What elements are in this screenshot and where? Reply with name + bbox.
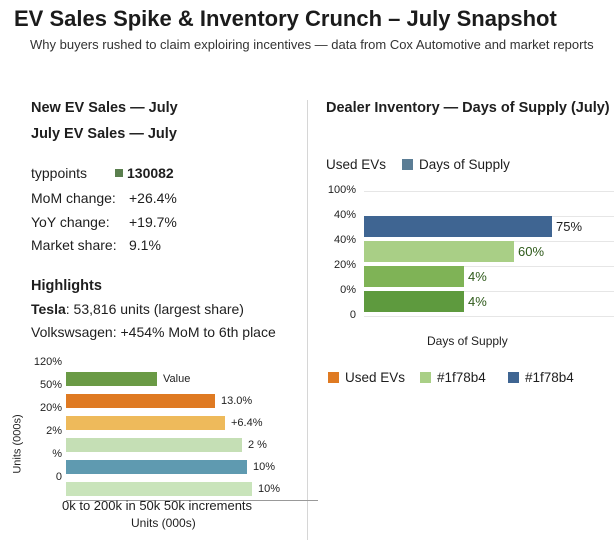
legend-label: Days of Supply xyxy=(419,157,510,172)
days-supply-bar-chart: Used EVs Days of Supply 100% 40% 40% 20% 0% 0 75… xyxy=(310,150,614,390)
y-tick-label: 0% xyxy=(340,284,356,296)
bar-value-label: 4% xyxy=(468,294,487,309)
legend-swatch xyxy=(420,372,431,383)
bar-value-label: 13.0% xyxy=(221,395,253,407)
x-axis-caption: 0k to 200k in 50k 50k increments xyxy=(62,498,253,513)
y-tick-label: 50% xyxy=(39,379,62,391)
bar-mark xyxy=(66,438,242,452)
bar-mark xyxy=(364,241,514,262)
y-tick-label: 40% xyxy=(333,234,356,246)
bar-mark xyxy=(66,394,215,408)
grid-line xyxy=(364,266,614,267)
legend-swatch xyxy=(508,372,519,383)
legend-swatch xyxy=(402,159,414,170)
legend-item: #1f78b4 xyxy=(420,370,486,385)
stat-label: MoM change: xyxy=(31,190,116,206)
page-title: EV Sales Spike & Inventory Crunch – July… xyxy=(14,6,557,31)
bar-value-label: +6.4% xyxy=(231,417,263,429)
legend-label: Used EVs xyxy=(345,370,406,385)
legend-label: Used EVs xyxy=(326,157,387,172)
y-tick-label: 2% xyxy=(46,425,62,437)
page-subtitle: Why buyers rushed to claim exploiring in… xyxy=(30,37,594,52)
y-tick-label: 0 xyxy=(55,471,62,483)
legend-item: Used EVs xyxy=(328,370,405,385)
legend-item: #1f78b4 xyxy=(508,370,574,385)
stat-row-mom: MoM change: +26.4% xyxy=(31,190,291,208)
bar-value-label: 75% xyxy=(556,219,583,234)
column-divider xyxy=(307,100,308,540)
highlight-text: Volkswsagen: +454% MoM to 6th place xyxy=(31,324,276,340)
dealer-inventory-title: Dealer Inventory — Days of Supply (July) xyxy=(326,100,610,116)
y-tick-label: 0 xyxy=(349,309,356,321)
bar-value-label: 2 % xyxy=(248,439,267,451)
y-tick-label: % xyxy=(52,448,62,460)
legend-label: #1f78b4 xyxy=(525,370,574,385)
highlight-text: : 53,816 units (largest share) xyxy=(65,301,244,317)
stat-label: YoY change: xyxy=(31,214,110,230)
y-tick-label: 100% xyxy=(327,184,356,196)
x-axis-label: Days of Supply xyxy=(427,334,508,348)
new-ev-sales-title: New EV Sales — July xyxy=(31,100,178,116)
stat-value: 130082 xyxy=(127,165,174,181)
y-tick-label: 20% xyxy=(39,402,62,414)
stat-value: +26.4% xyxy=(129,190,177,206)
legend-swatch xyxy=(328,372,339,383)
y-tick-label: 40% xyxy=(333,209,356,221)
units-bar-chart: 120% 50% 20% 2%% 0 Units (000s) Value 13.0% +6.4… xyxy=(0,352,318,542)
legend-label: #1f78b4 xyxy=(437,370,486,385)
y-axis-label: Units (000s) xyxy=(11,414,24,474)
bar-value-label: 60% xyxy=(518,244,545,259)
highlight-item: Tesla: 53,816 units (largest share) xyxy=(31,301,244,317)
stat-label: typpoints xyxy=(31,165,88,181)
stat-row-yoy: YoY change: +19.7% xyxy=(31,214,291,232)
highlight-item: Volkswsagen: +454% MoM to 6th place xyxy=(31,324,276,340)
grid-line xyxy=(364,291,614,292)
july-ev-sales-title: July EV Sales — July xyxy=(31,126,177,142)
highlight-bold: Tesla xyxy=(31,301,66,317)
stat-value: 9.1% xyxy=(129,237,161,253)
stat-row-total: typpoints 130082 xyxy=(31,165,291,183)
grid-line xyxy=(364,191,614,192)
stat-label: Market share: xyxy=(31,237,117,253)
green-square-icon xyxy=(115,169,123,177)
bar-mark xyxy=(66,482,252,496)
top-legend: Used EVs Days of Supply xyxy=(326,157,526,172)
stat-value: +19.7% xyxy=(129,214,177,230)
grid-line xyxy=(364,316,614,317)
bar-value-label: 10% xyxy=(253,461,276,473)
bar-value-label: 4% xyxy=(468,269,487,284)
x-axis-line xyxy=(66,500,318,501)
y-tick-label: 20% xyxy=(333,259,356,271)
bar-mark xyxy=(364,216,552,237)
bar-value-label: Value xyxy=(163,373,191,385)
legend-item: Used EVs xyxy=(326,157,386,172)
legend-item: Days of Supply xyxy=(402,157,510,172)
bar-value-label: 10% xyxy=(258,483,281,495)
bar-mark xyxy=(364,291,464,312)
x-axis-label: Units (000s) xyxy=(131,516,196,530)
highlights-title: Highlights xyxy=(31,278,102,294)
bar-mark xyxy=(364,266,464,287)
bar-mark xyxy=(66,460,247,474)
bar-mark xyxy=(66,416,225,430)
bottom-legend: Used EVs #1f78b4 #1f78b4 xyxy=(326,370,611,392)
bar-mark xyxy=(66,372,157,386)
y-tick-label: 120% xyxy=(33,356,62,368)
stat-row-share: Market share: 9.1% xyxy=(31,237,291,255)
